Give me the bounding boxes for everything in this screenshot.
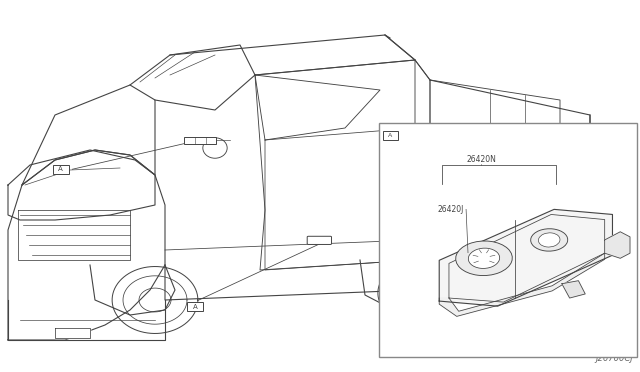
Bar [188, 302, 203, 311]
Ellipse shape [468, 248, 500, 269]
Text: 26420N: 26420N [466, 154, 496, 164]
Bar [53, 165, 68, 174]
Bar [379, 123, 637, 357]
Text: A: A [58, 166, 63, 172]
Ellipse shape [456, 241, 512, 276]
FancyBboxPatch shape [307, 236, 332, 244]
Text: J26700CJ: J26700CJ [596, 354, 634, 363]
Ellipse shape [531, 229, 568, 251]
Text: A: A [388, 133, 392, 138]
Polygon shape [55, 328, 90, 338]
Polygon shape [562, 281, 585, 298]
Polygon shape [439, 253, 605, 316]
Text: A: A [193, 304, 198, 310]
Text: 26420J: 26420J [437, 205, 463, 214]
Polygon shape [605, 232, 630, 258]
Ellipse shape [203, 138, 227, 158]
Bar [184, 137, 216, 144]
Polygon shape [439, 209, 612, 306]
Ellipse shape [538, 233, 560, 247]
Bar [383, 131, 398, 140]
